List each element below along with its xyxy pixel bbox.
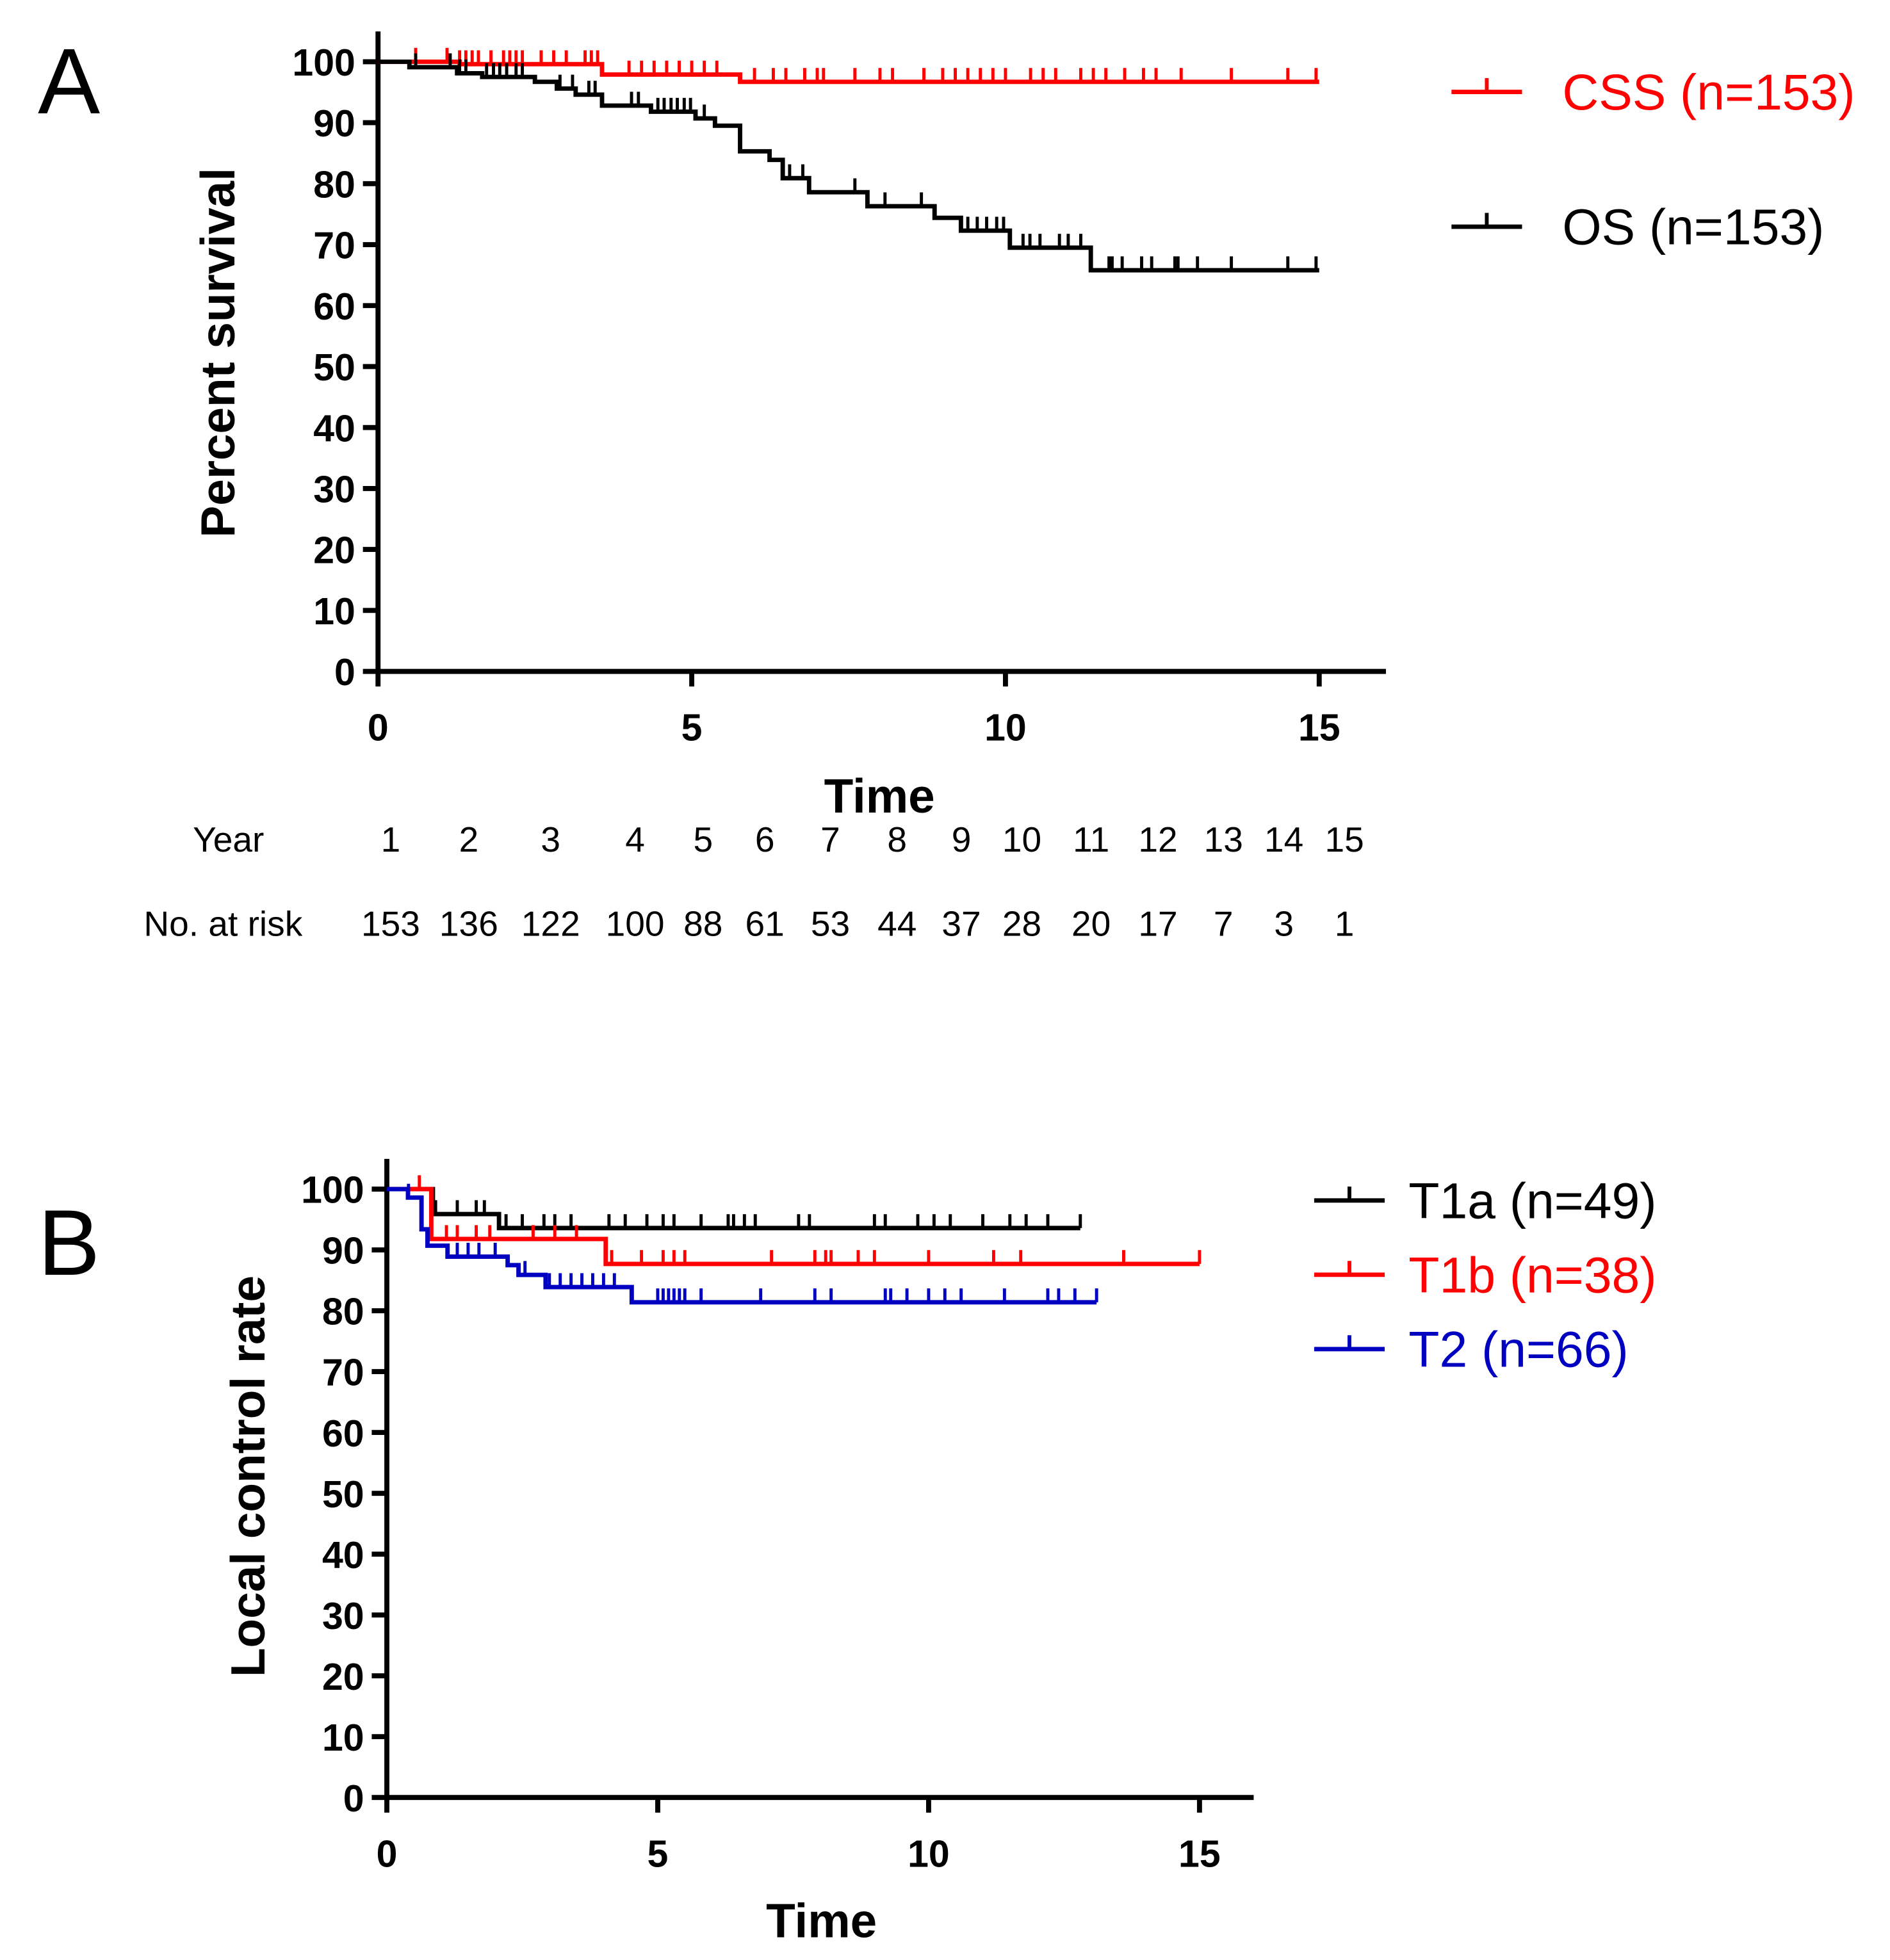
y-tick-label: 30: [322, 1595, 364, 1637]
x-tick-label: 10: [908, 1833, 950, 1875]
x-tick-label: 5: [681, 707, 703, 749]
y-tick-label: 20: [313, 530, 355, 572]
y-tick-label: 30: [313, 469, 355, 511]
legend-label: T2 (n=66): [1408, 1321, 1628, 1377]
risk-table-count: 7: [1214, 904, 1234, 944]
series-1: [378, 47, 1319, 85]
series-2: [378, 53, 1319, 273]
risk-table-count: 1: [1335, 904, 1355, 944]
x-tick-label: 10: [984, 707, 1027, 749]
legend-label: T1a (n=49): [1408, 1172, 1656, 1229]
panel-a-x-axis-title: Time: [824, 769, 935, 823]
panel-b-y-axis-title: Local control rate: [221, 1276, 275, 1677]
risk-table-count: 37: [941, 904, 981, 944]
risk-table-year: 4: [625, 820, 645, 859]
x-tick-label: 5: [648, 1833, 669, 1875]
y-tick-label: 100: [292, 42, 355, 84]
y-tick-label: 0: [343, 1778, 364, 1820]
series-3: [387, 1183, 1098, 1305]
risk-table-count: 3: [1274, 904, 1294, 944]
risk-table-year: 2: [459, 820, 479, 859]
risk-table-year: 13: [1204, 820, 1243, 859]
y-tick-label: 100: [301, 1169, 364, 1211]
risk-table-count: 17: [1138, 904, 1177, 944]
y-tick-label: 50: [322, 1473, 364, 1516]
survival-step-line: [378, 59, 1319, 273]
panel-a-label: A: [38, 29, 100, 133]
risk-table-year: 6: [755, 820, 775, 859]
x-tick-label: 0: [368, 707, 389, 749]
risk-table-year: 9: [952, 820, 972, 859]
risk-table-at-risk-label: No. at risk: [143, 904, 302, 944]
x-tick-label: 0: [377, 1833, 398, 1875]
risk-table-year: 3: [541, 820, 560, 859]
risk-table-year: 14: [1264, 820, 1303, 859]
y-tick-label: 90: [313, 102, 355, 145]
risk-table-year: 8: [887, 820, 907, 859]
legend-label: CSS (n=153): [1562, 64, 1855, 120]
risk-table-count: 100: [606, 904, 665, 944]
legend-label: T1b (n=38): [1408, 1247, 1656, 1303]
risk-table-year: 10: [1002, 820, 1041, 859]
risk-table-count: 28: [1002, 904, 1041, 944]
panel-b-label: B: [38, 1190, 100, 1295]
risk-table-count: 136: [439, 904, 498, 944]
x-tick-label: 15: [1298, 707, 1340, 749]
legend-label: OS (n=153): [1562, 199, 1824, 255]
y-tick-label: 50: [313, 346, 355, 389]
y-tick-label: 0: [334, 651, 355, 693]
risk-table-count: 20: [1071, 904, 1111, 944]
y-tick-label: 20: [322, 1656, 364, 1698]
series-2: [387, 1175, 1202, 1267]
y-tick-label: 70: [313, 225, 355, 267]
x-tick-label: 15: [1178, 1833, 1221, 1875]
risk-table-year: 1: [381, 820, 401, 859]
y-tick-label: 10: [313, 590, 355, 633]
y-tick-label: 40: [322, 1534, 364, 1576]
panel-a-chart: A Percent survival Time 0102030405060708…: [38, 29, 1855, 944]
panel-b-chart: B Local control rate Time 01020304050607…: [38, 1158, 1656, 1948]
y-tick-label: 40: [313, 407, 355, 450]
y-tick-label: 60: [313, 286, 355, 328]
y-tick-label: 10: [322, 1717, 364, 1759]
survival-step-line: [387, 1187, 1200, 1267]
y-tick-label: 90: [322, 1230, 364, 1272]
risk-table-count: 153: [361, 904, 420, 944]
panel-b-x-axis-title: Time: [766, 1894, 877, 1948]
y-tick-label: 80: [313, 163, 355, 206]
y-tick-label: 80: [322, 1291, 364, 1333]
risk-table-count: 122: [521, 904, 580, 944]
risk-table-year: 5: [693, 820, 713, 859]
y-tick-label: 60: [322, 1413, 364, 1455]
risk-table-count: 88: [683, 904, 722, 944]
series-1: [387, 1187, 1082, 1231]
risk-table-year: 11: [1073, 820, 1109, 859]
risk-table-year: 7: [820, 820, 840, 859]
risk-table-year: 12: [1138, 820, 1177, 859]
risk-table-year: 15: [1324, 820, 1364, 859]
survival-step-line: [387, 1187, 1097, 1305]
risk-table-count: 44: [877, 904, 916, 944]
risk-table-count: 61: [745, 904, 785, 944]
risk-table-count: 53: [811, 904, 850, 944]
risk-table-year-label: Year: [193, 820, 264, 859]
panel-a-y-axis-title: Percent survival: [191, 168, 245, 538]
y-tick-label: 70: [322, 1352, 364, 1394]
